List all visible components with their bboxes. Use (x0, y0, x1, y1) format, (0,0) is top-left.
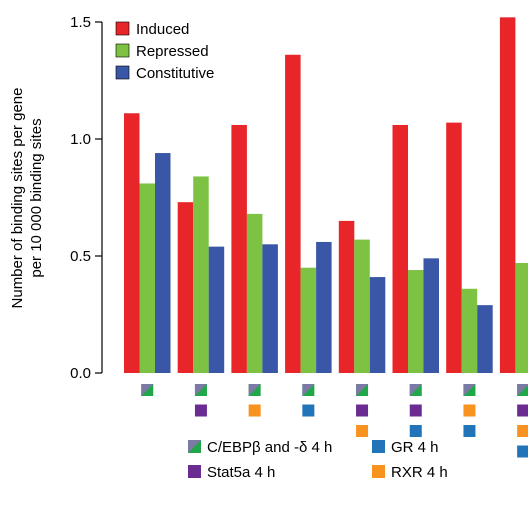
factor-legend-label: C/EBPβ and -δ 4 h (207, 439, 332, 456)
marker-cebp-icon (248, 384, 261, 396)
factor-legend: C/EBPβ and -δ 4 h GR 4 h Stat5a 4 h RXR 4 h (188, 439, 448, 481)
marker-cebp-icon (194, 384, 207, 396)
bar-induced-3 (231, 124, 247, 374)
bar-induced-8 (499, 17, 516, 373)
bar-induced-4 (285, 54, 301, 373)
rxr-square-icon (372, 465, 385, 478)
bar-repressed-8 (515, 263, 528, 373)
legend-label-constitutive: Constitutive (136, 65, 214, 82)
marker-gr-icon (517, 445, 528, 458)
bars (124, 17, 528, 374)
bar-repressed-4 (300, 267, 317, 373)
bar-induced-1 (124, 113, 140, 373)
marker-rxr-icon (517, 425, 528, 437)
legend-swatch-constitutive (115, 65, 130, 80)
factor-markers (141, 384, 528, 458)
bar-repressed-1 (139, 183, 155, 373)
marker-stat5a-icon (409, 404, 422, 417)
bar-induced-5 (338, 220, 355, 373)
factor-legend-label: Stat5a 4 h (207, 464, 275, 481)
y-tick-label: 0.0 (70, 365, 91, 382)
factor-legend-label: RXR 4 h (391, 464, 448, 481)
bar-repressed-7 (461, 288, 478, 373)
gr-square-icon (372, 440, 385, 453)
bar-induced-7 (446, 122, 462, 374)
bar-constitutive-7 (477, 305, 493, 373)
y-axis: 0.0 0.5 1.0 1.5 Number of binding sites per … (9, 14, 103, 382)
marker-gr-icon (463, 425, 476, 437)
marker-cebp-icon (356, 384, 369, 396)
cebp-split-square-icon (188, 440, 201, 453)
stat5a-square-icon (188, 465, 201, 478)
y-tick-label: 1.0 (70, 131, 91, 148)
bar-induced-6 (392, 124, 408, 374)
bar-constitutive-6 (423, 258, 439, 373)
marker-cebp-icon (517, 384, 528, 396)
marker-stat5a-icon (517, 404, 528, 417)
legend-label-repressed: Repressed (136, 43, 209, 60)
marker-cebp-icon (409, 384, 422, 396)
series-legend: Induced Repressed Constitutive (115, 21, 214, 82)
bar-repressed-3 (246, 213, 263, 373)
marker-cebp-icon (141, 384, 154, 396)
y-tick-label: 1.5 (70, 14, 91, 31)
marker-rxr-icon (463, 404, 476, 417)
marker-rxr-icon (356, 425, 369, 437)
marker-cebp-icon (463, 384, 476, 396)
y-axis-label: Number of binding sites per gene per 10 0… (9, 88, 45, 309)
bar-constitutive-3 (262, 244, 278, 373)
marker-stat5a-icon (194, 404, 207, 417)
marker-cebp-icon (302, 384, 315, 396)
legend-label-induced: Induced (136, 21, 189, 38)
bar-repressed-6 (408, 270, 424, 373)
y-tick-label: 0.5 (70, 248, 91, 265)
legend-swatch-repressed (115, 43, 130, 58)
bar-constitutive-1 (155, 153, 171, 373)
marker-rxr-icon (248, 404, 261, 417)
marker-stat5a-icon (356, 404, 369, 417)
bar-induced-2 (177, 202, 194, 373)
factor-legend-label: GR 4 h (391, 439, 439, 456)
bar-constitutive-4 (316, 241, 332, 373)
bar-constitutive-5 (369, 277, 386, 373)
legend-swatch-induced (115, 21, 130, 36)
bar-repressed-2 (193, 176, 209, 373)
marker-gr-icon (302, 404, 315, 417)
bar-repressed-5 (354, 239, 370, 373)
marker-gr-icon (409, 425, 422, 437)
bar-constitutive-2 (208, 246, 225, 373)
